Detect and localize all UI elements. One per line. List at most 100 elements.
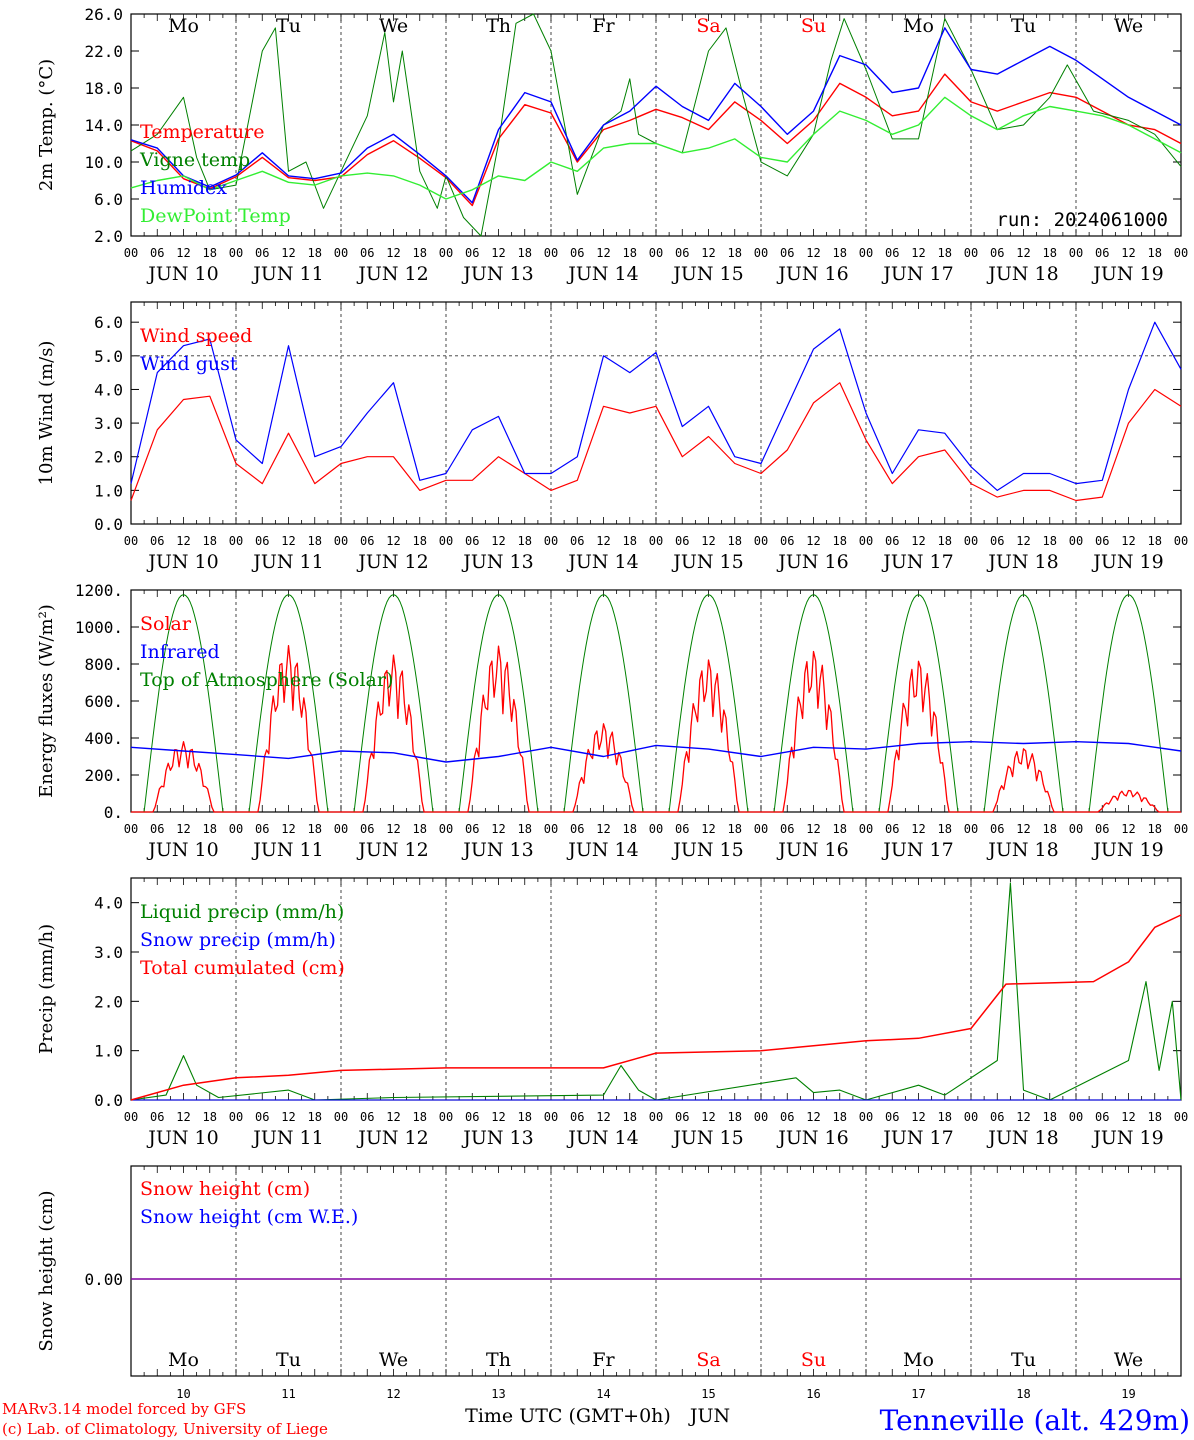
y-tick-label: 3.0 (94, 414, 123, 433)
y-axis-label: Energy fluxes (W/m²) (36, 604, 57, 798)
hour-tick-label: 12 (701, 246, 715, 260)
y-tick-label: 0.00 (84, 1270, 123, 1289)
series-line (131, 644, 1181, 813)
date-tick-label: JUN 15 (671, 551, 743, 573)
hour-tick-label: 18 (308, 534, 322, 548)
hour-tick-label: 00 (754, 1110, 768, 1124)
hour-tick-label: 12 (386, 246, 400, 260)
hour-tick-label: 12 (1121, 246, 1135, 260)
hour-tick-label: 12 (386, 534, 400, 548)
hour-tick-label: 06 (780, 1110, 794, 1124)
y-tick-label: 6.0 (94, 190, 123, 209)
date-tick-label: JUN 19 (1091, 551, 1163, 573)
date-tick-label: JUN 18 (986, 839, 1058, 861)
hour-tick-label: 18 (833, 1110, 847, 1124)
series-line (130, 382, 1182, 502)
day-label: Mo (168, 15, 199, 37)
hour-tick-label: 06 (1095, 534, 1109, 548)
hour-tick-label: 00 (544, 246, 558, 260)
y-tick-label: 18.0 (84, 79, 123, 98)
y-tick-label: 0.0 (94, 1091, 123, 1110)
date-tick-label: JUN 16 (776, 839, 848, 861)
hour-tick-label: 12 (1016, 246, 1030, 260)
hour-tick-label: 12 (806, 534, 820, 548)
legend-entry: Wind gust (140, 353, 238, 375)
hour-tick-label: 06 (780, 534, 794, 548)
hour-tick-label: 12 (806, 1110, 820, 1124)
y-tick-label: 4.0 (94, 894, 123, 913)
day-label: Th (486, 15, 511, 37)
date-tick-label: JUN 17 (881, 839, 953, 861)
hour-tick-label: 06 (150, 246, 164, 260)
date-tick-label: JUN 19 (1091, 839, 1163, 861)
date-tick-label: JUN 10 (146, 263, 218, 285)
hour-tick-label: 18 (938, 246, 952, 260)
hour-tick-label: 06 (990, 822, 1004, 836)
hour-tick-label: 18 (623, 1110, 637, 1124)
hour-tick-label: 12 (596, 1110, 610, 1124)
date-tick-label: JUN 18 (986, 263, 1058, 285)
hour-tick-label: 00 (1174, 534, 1188, 548)
y-tick-label: 10.0 (84, 153, 123, 172)
hour-tick-label: 12 (701, 822, 715, 836)
day-label: Fr (592, 1349, 615, 1371)
y-tick-label: 400. (84, 729, 123, 748)
day-label: Mo (903, 1349, 934, 1371)
hour-tick-label: 18 (1043, 1110, 1057, 1124)
hour-tick-label: 06 (990, 1110, 1004, 1124)
hour-tick-label: 06 (255, 1110, 269, 1124)
hour-tick-label: 12 (491, 246, 505, 260)
hour-tick-label: 12 (176, 1110, 190, 1124)
hour-tick-label: 12 (281, 246, 295, 260)
date-tick-label: JUN 12 (356, 263, 428, 285)
hour-tick-label: 18 (833, 822, 847, 836)
hour-tick-label: 12 (806, 246, 820, 260)
y-tick-label: 22.0 (84, 42, 123, 61)
hour-tick-label: 18 (1148, 1110, 1162, 1124)
y-tick-label: 5.0 (94, 347, 123, 366)
hour-tick-label: 06 (150, 822, 164, 836)
hour-tick-label: 06 (675, 246, 689, 260)
hour-tick-label: 06 (885, 822, 899, 836)
hour-tick-label: 12 (176, 246, 190, 260)
hour-tick-label: 00 (439, 534, 453, 548)
hour-tick-label: 00 (544, 822, 558, 836)
hour-tick-label: 12 (491, 1110, 505, 1124)
series-line (130, 882, 1182, 1101)
y-tick-label: 1.0 (94, 1042, 123, 1061)
hour-tick-label: 18 (203, 534, 217, 548)
hour-tick-label: 18 (413, 246, 427, 260)
hour-tick-label: 06 (1095, 1110, 1109, 1124)
legend-entry: Solar (140, 613, 192, 635)
hour-tick-label: 00 (439, 822, 453, 836)
date-tick-label: JUN 17 (881, 551, 953, 573)
y-tick-label: 1.0 (94, 481, 123, 500)
hour-tick-label: 00 (649, 822, 663, 836)
y-tick-label: 2.0 (94, 448, 123, 467)
day-number-label: 19 (1121, 1387, 1135, 1401)
y-axis-label: 2m Temp. (°C) (36, 59, 57, 191)
hour-tick-label: 18 (518, 1110, 532, 1124)
date-tick-label: JUN 13 (461, 551, 533, 573)
y-tick-label: 3.0 (94, 943, 123, 962)
hour-tick-label: 00 (334, 534, 348, 548)
month-label: JUN (688, 1405, 730, 1427)
date-tick-label: JUN 15 (671, 1127, 743, 1149)
legend-entry: Liquid precip (mm/h) (140, 901, 344, 923)
y-tick-label: 4.0 (94, 380, 123, 399)
date-tick-label: JUN 16 (776, 1127, 848, 1149)
legend-entry: Total cumulated (cm) (140, 957, 345, 979)
hour-tick-label: 06 (885, 1110, 899, 1124)
legend-entry: Infrared (140, 641, 220, 663)
day-number-label: 18 (1016, 1387, 1030, 1401)
hour-tick-label: 12 (1121, 1110, 1135, 1124)
hour-tick-label: 12 (911, 1110, 925, 1124)
hour-tick-label: 00 (124, 534, 138, 548)
hour-tick-label: 00 (649, 534, 663, 548)
hour-tick-label: 12 (701, 1110, 715, 1124)
hour-tick-label: 18 (1043, 822, 1057, 836)
y-axis-label: Precip (mm/h) (36, 924, 57, 1054)
hour-tick-label: 12 (911, 246, 925, 260)
hour-tick-label: 12 (1121, 822, 1135, 836)
hour-tick-label: 00 (859, 534, 873, 548)
